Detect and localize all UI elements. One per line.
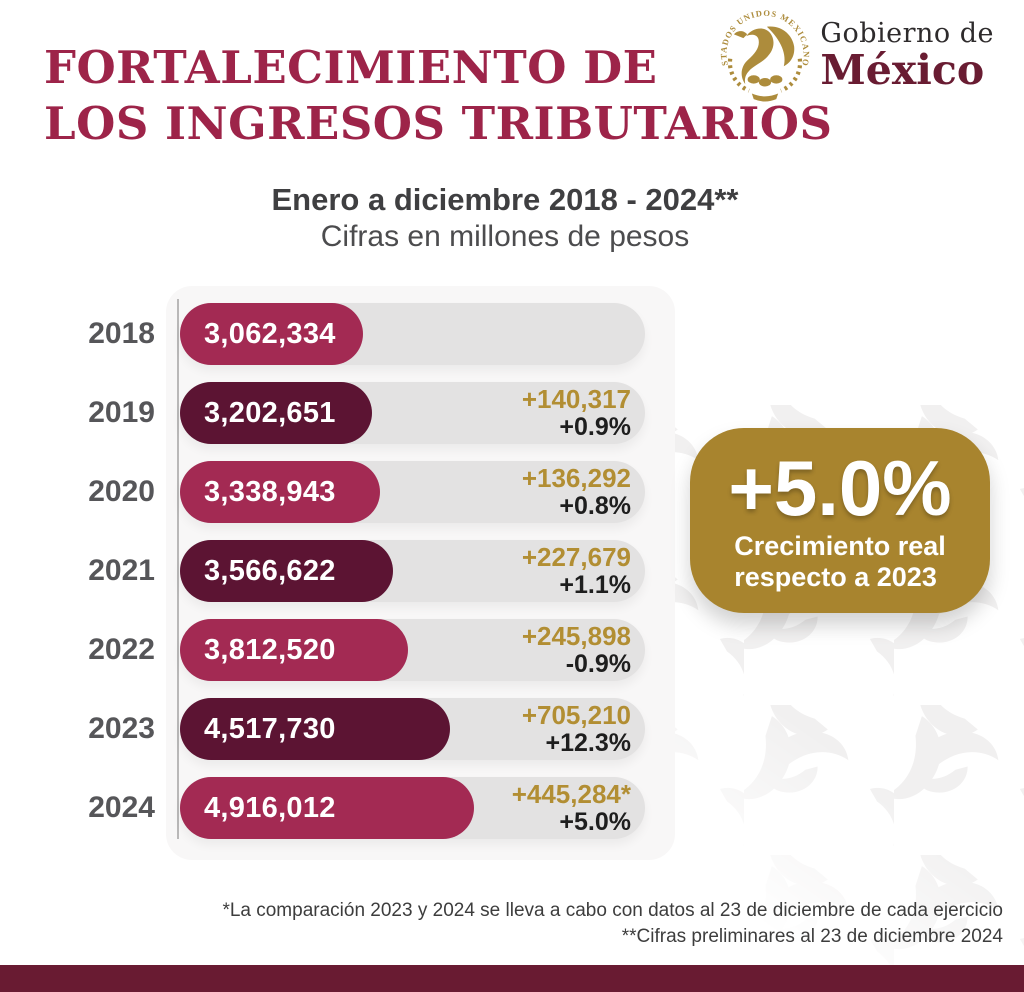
increment-percent: +5.0% <box>559 808 631 836</box>
increment-labels: +136,292 +0.8% <box>522 461 631 523</box>
growth-badge: +5.0% Crecimiento real respecto a 2023 <box>690 428 990 613</box>
gobierno-de-label: Gobierno de <box>820 18 994 49</box>
page-title-line2: LOS INGRESOS TRIBUTARIOS <box>44 97 833 150</box>
units-note: Cifras en millones de pesos <box>320 220 690 253</box>
year-label: 2022 <box>88 633 155 666</box>
bar-fill: 3,338,943 <box>180 461 380 523</box>
mexico-label: México <box>820 46 985 94</box>
increment-percent: +1.1% <box>559 571 631 599</box>
bar-fill: 3,812,520 <box>180 619 409 681</box>
chart-row: 2019 3,202,651 +140,317 +0.9% <box>0 382 1024 444</box>
bar-fill: 3,202,651 <box>180 382 372 444</box>
increment-amount: +227,679 <box>521 542 631 572</box>
increment-percent: +0.9% <box>559 413 631 441</box>
year-label: 2018 <box>88 317 155 350</box>
footnote-2: **Cifras preliminares al 23 de diciembre… <box>621 926 1003 947</box>
bar-fill: 3,062,334 <box>180 303 364 365</box>
growth-badge-caption: Crecimiento real respecto a 2023 <box>734 531 946 593</box>
chart-row: 2023 4,517,730 +705,210 +12.3% <box>0 698 1024 760</box>
mexico-eagle-seal-icon: ESTADOS UNIDOS MEXICANOS <box>718 6 811 102</box>
chart-row: 2018 3,062,334 <box>0 303 1024 365</box>
increment-labels: +140,317 +0.9% <box>522 382 631 444</box>
increment-amount: +140,317 <box>521 384 631 414</box>
increment-labels: +445,284* +5.0% <box>512 777 631 839</box>
growth-badge-caption-line2: respecto a 2023 <box>734 561 937 592</box>
year-label: 2020 <box>88 475 155 508</box>
chart-row: 2022 3,812,520 +245,898 -0.9% <box>0 619 1024 681</box>
year-label: 2021 <box>88 554 155 587</box>
increment-percent: +12.3% <box>545 729 632 757</box>
increment-amount: +136,292 <box>521 463 631 493</box>
increment-labels: +227,679 +1.1% <box>522 540 631 602</box>
bar-track: 3,812,520 +245,898 -0.9% <box>180 619 645 681</box>
bar-track: 3,338,943 +136,292 +0.8% <box>180 461 645 523</box>
chart-row: 2020 3,338,943 +136,292 +0.8% <box>0 461 1024 523</box>
increment-percent: -0.9% <box>565 650 631 678</box>
footnotes: *La comparación 2023 y 2024 se lleva a c… <box>222 898 1003 950</box>
year-label: 2023 <box>88 712 155 745</box>
subtitle-block: Enero a diciembre 2018 - 2024** Cifras e… <box>0 182 1010 254</box>
chart-row: 2021 3,566,622 +227,679 +1.1% <box>0 540 1024 602</box>
bottom-maroon-strip <box>0 965 1024 992</box>
footnote-1: *La comparación 2023 y 2024 se lleva a c… <box>222 900 1003 921</box>
gobierno-logo-text: Gobierno de México <box>820 20 994 91</box>
year-label: 2019 <box>88 396 155 429</box>
increment-amount: +705,210 <box>521 700 631 730</box>
bar-fill: 3,566,622 <box>180 540 394 602</box>
increment-percent: +0.8% <box>559 492 631 520</box>
bar-track: 4,517,730 +705,210 +12.3% <box>180 698 645 760</box>
bar-track: 3,062,334 <box>180 303 645 365</box>
chart-axis-line <box>177 299 179 839</box>
growth-badge-caption-line1: Crecimiento real <box>734 530 946 561</box>
increment-amount: +245,898 <box>521 621 631 651</box>
page-title: FORTALECIMIENTO DE LOS INGRESOS TRIBUTAR… <box>44 40 832 152</box>
chart-row: 2024 4,916,012 +445,284* +5.0% <box>0 777 1024 839</box>
bar-track: 3,202,651 +140,317 +0.9% <box>180 382 645 444</box>
year-label: 2024 <box>88 791 155 824</box>
increment-labels: +245,898 -0.9% <box>522 619 631 681</box>
increment-amount: +445,284* <box>511 779 631 809</box>
increment-labels: +705,210 +12.3% <box>522 698 631 760</box>
bar-track: 4,916,012 +445,284* +5.0% <box>180 777 645 839</box>
gobierno-de-mexico-logo: ESTADOS UNIDOS MEXICANOS Gobierno <box>718 6 994 104</box>
bar-fill: 4,517,730 <box>180 698 451 760</box>
period-subtitle: Enero a diciembre 2018 - 2024** <box>271 182 739 217</box>
page-title-line1: FORTALECIMIENTO DE <box>44 41 658 94</box>
bar-fill: 4,916,012 <box>180 777 475 839</box>
bar-track: 3,566,622 +227,679 +1.1% <box>180 540 645 602</box>
growth-badge-value: +5.0% <box>728 443 952 532</box>
